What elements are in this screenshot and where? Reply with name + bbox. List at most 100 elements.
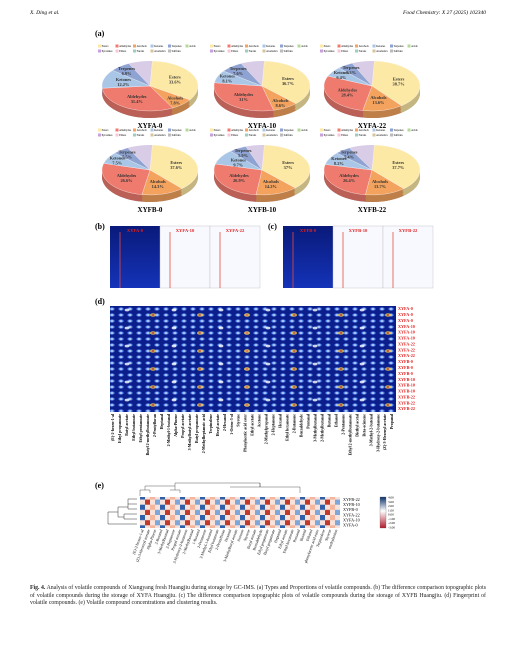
panel-label: (d)	[95, 297, 105, 306]
pie-title: XYFB-22	[358, 206, 387, 214]
fingerprint-compound: 2-Methylbutanal	[320, 413, 324, 442]
pie-slice	[223, 63, 263, 87]
legend-swatch	[210, 49, 213, 53]
slice-label: Alcohols	[167, 95, 183, 100]
legend-label: Esters	[324, 45, 331, 48]
legend-swatch	[372, 44, 376, 48]
dendrogram	[139, 482, 301, 496]
legend-label: Sulfides	[172, 134, 181, 137]
fingerprint-compound: Ethyl hexanoate	[286, 414, 290, 441]
legend-label: Sulfides	[284, 50, 293, 53]
running-head: X. Ding et al.	[29, 10, 59, 16]
legend-label: Aldehydes	[119, 45, 131, 48]
slice-value: 26.6%	[120, 178, 132, 183]
slice-label: Terpenes	[119, 150, 136, 155]
legend-swatch	[227, 49, 231, 53]
cluster-compound: Ethanol	[306, 529, 314, 542]
pie-slice	[323, 164, 373, 195]
fingerprint-compound: Butyl propanoate	[195, 414, 199, 443]
legend-swatch	[133, 128, 136, 132]
cluster-row-label: XYFA-10	[343, 518, 360, 523]
slice-label: Aldehydes	[117, 173, 137, 178]
journal-ref: Food Chemistry: X 27 (2025) 102340	[402, 9, 486, 16]
slice-label: Terpenes	[235, 148, 252, 153]
panel-label: (a)	[95, 29, 105, 38]
cluster-compound: 2-Pentanone	[197, 529, 208, 549]
legend-swatch	[245, 133, 248, 137]
fingerprint-row-label: XYFA-0	[398, 318, 413, 323]
pie-slice	[102, 85, 173, 112]
fingerprint-row-label: XYFB-0	[398, 359, 413, 364]
cluster-compound: Propyl acetate	[171, 529, 182, 551]
pie-slice	[261, 60, 311, 104]
legend-label: Acids	[301, 129, 308, 132]
legend-swatch	[355, 44, 358, 48]
slice-label: Alcohols	[272, 98, 288, 103]
legend-label: Aromatics	[266, 50, 278, 53]
colorbar-label: 2.00	[388, 504, 394, 508]
fingerprint-compound: (E)-2-hexen-1-al	[111, 413, 115, 441]
legend-swatch	[227, 128, 231, 132]
slice-value: 28.4%	[341, 93, 353, 98]
fingerprint-row-label: XYFB-0	[398, 371, 413, 376]
fingerprint-compound: 2-Methylheptanoic acid	[202, 413, 206, 453]
legend-label: Alcohols	[249, 45, 259, 48]
slice-value: 37%	[284, 165, 293, 170]
legend-swatch	[168, 133, 171, 137]
pie-slice	[323, 75, 373, 111]
fingerprint-compound: Ethanol	[334, 413, 338, 427]
legend-label: Terpenes	[284, 129, 294, 132]
fingerprint-compound: Propyl acetate	[181, 414, 185, 438]
fingerprint-compound: Alpha-Pinene	[174, 414, 178, 437]
slice-value: 5.9%	[238, 153, 248, 158]
legend-label: Aromatics	[154, 50, 166, 53]
legend-swatch	[98, 128, 101, 132]
slice-label: Terpenes	[343, 65, 360, 70]
legend-label: Esters	[324, 129, 331, 132]
fingerprint-row-label: XYFB-0	[398, 365, 413, 370]
pie-slice	[112, 63, 151, 87]
slice-label: Ketones	[231, 157, 246, 162]
slice-value: 14.3%	[152, 184, 164, 189]
slice-value: 6.9%	[122, 71, 132, 76]
fingerprint-row-label: XYFA-22	[398, 347, 415, 352]
fingerprint-compound: Hexyl acetate	[216, 414, 220, 437]
cluster-row-label: XYFA-0	[343, 523, 358, 528]
legend-label: Furans	[137, 134, 145, 137]
legend-swatch	[320, 49, 323, 53]
legend-label: Ketones	[376, 129, 385, 132]
legend-swatch	[407, 44, 411, 48]
slice-label: Terpenes	[230, 66, 247, 71]
fingerprint-row-label: XYFA-10	[398, 324, 415, 329]
fingerprint-compound: Acetone	[258, 414, 262, 428]
legend-swatch	[210, 133, 213, 137]
caption-text: Analysis of volatile compounds of Xiangy…	[30, 585, 486, 607]
legend-swatch	[390, 44, 393, 48]
fingerprint-compound: Ethyl pentanoate	[139, 414, 143, 443]
legend-swatch	[227, 133, 231, 137]
legend-swatch	[115, 44, 119, 48]
slice-value: 8.2%	[334, 161, 344, 166]
fingerprint-compound: Butyl 2-methylbutanoate	[146, 414, 150, 456]
pie-slice	[230, 146, 263, 171]
legend-label: Ethers	[341, 50, 348, 53]
legend-swatch	[115, 128, 119, 132]
topo-plot	[209, 225, 261, 289]
legend-swatch	[297, 128, 301, 132]
slice-label: Esters	[282, 160, 294, 165]
pie-slice	[336, 147, 373, 171]
slice-label: Esters	[169, 74, 181, 79]
slice-value: 31.4%	[131, 99, 143, 104]
fingerprint-row-label: XYFB-10	[398, 383, 415, 388]
slice-label: Aldehydes	[339, 173, 359, 178]
legend-label: Terpenes	[394, 45, 404, 48]
legend-swatch	[355, 128, 358, 132]
pie-title: XYFB-10	[248, 206, 277, 214]
legend-swatch	[227, 44, 231, 48]
legend-label: Acids	[189, 45, 196, 48]
slice-label: Ketones	[220, 74, 235, 79]
figure-caption: Fig. 4. Analysis of volatile compounds o…	[30, 585, 486, 608]
fingerprint-compound: 2-Heptanone	[272, 414, 276, 436]
panel-label: (b)	[95, 222, 105, 231]
legend-swatch	[115, 133, 119, 137]
